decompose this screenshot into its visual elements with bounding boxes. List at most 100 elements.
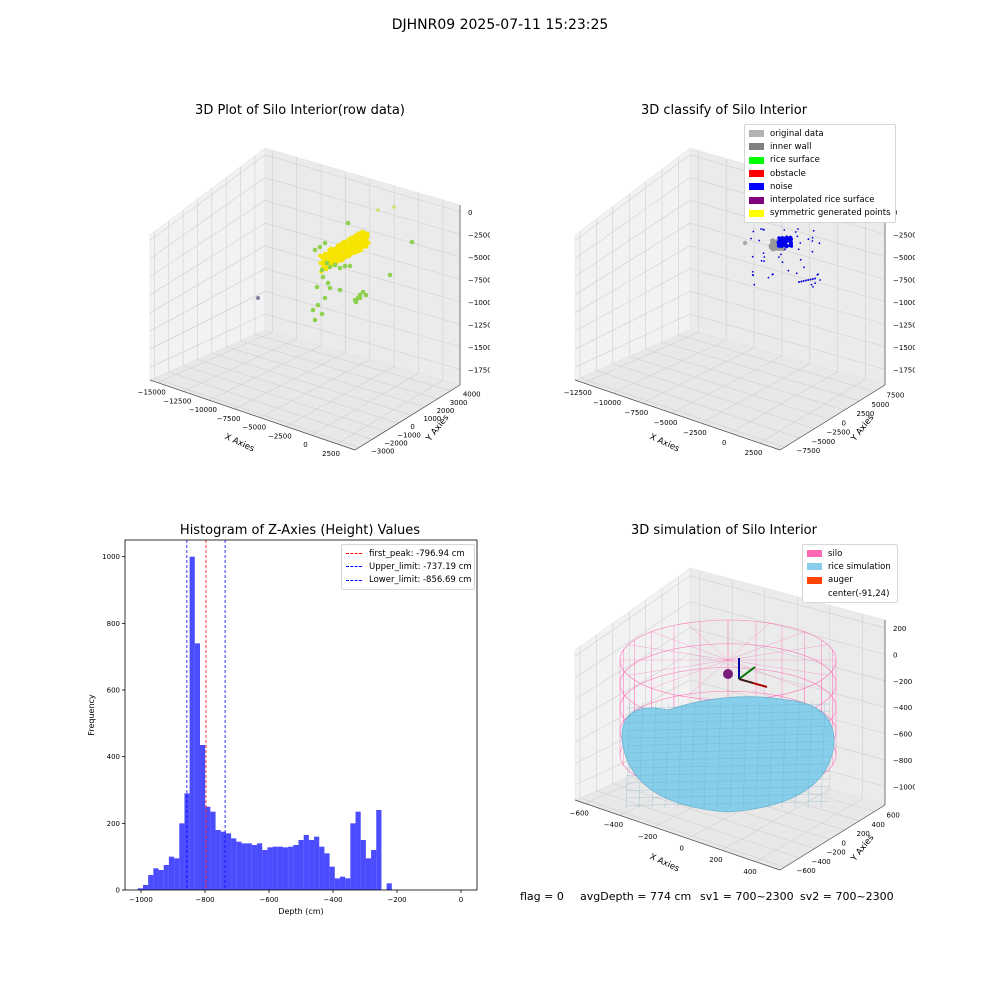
simulation-legend-entry: center(-91,24) [807,587,893,600]
raw-data-point [392,205,396,209]
raw-data-point [409,239,415,245]
legend-label: obstacle [770,168,806,179]
histogram-legend-entry: Upper_limit: -737.19 cm [346,560,472,573]
classify-y-tick-label: −5000 [812,438,836,446]
silo-wire-radial [686,659,729,698]
histogram-bar [137,888,143,890]
classify-noise-point [812,286,814,288]
histogram-x-tick-label: 0 [459,896,463,904]
raw-x-tick-label: −5000 [242,424,266,432]
legend-label: first_peak: -796.94 cm [369,548,465,559]
legend-label: rice surface [770,155,820,166]
raw-data-point [314,284,320,290]
legend-label: original data [770,128,824,139]
classify-x-axis-label: X Axies [648,432,681,455]
classify-noise-point [811,240,814,242]
classify-noise-point [788,235,792,239]
legend-swatch [749,170,764,178]
classify-noise-point [758,239,761,242]
raw-z-tick-label: −2500 [468,231,490,239]
raw-data-point [345,254,350,259]
classify-noise-point [751,270,754,273]
classify-noise-point [811,236,814,239]
histogram-y-tick-label: 200 [107,820,120,828]
histogram-bar [288,846,294,890]
classify-x-gridline [642,166,755,404]
raw-y-tick-label: 0 [410,423,414,431]
histogram-bar [158,870,164,890]
silo-wire-radial [628,644,729,661]
classify-noise-point [797,228,799,230]
sim-y-gridline [579,646,785,868]
histogram-bar [236,841,242,890]
raw-y-tick-label: −1000 [397,431,421,439]
histogram-bar [371,850,377,890]
classify-noise-point [811,250,814,253]
classify-z-tick-label: −17500 [893,366,915,374]
raw-y-tick-label: −2000 [384,439,408,447]
raw-data-point [363,292,369,298]
sim-z-gridline [574,653,886,721]
raw-data-point [328,254,332,259]
raw-x-gridline [183,157,297,392]
classify-noise-point [763,229,765,231]
histogram-bar [324,853,330,890]
rice-mesh-line [625,793,831,799]
silo-wire-radial [628,659,729,676]
legend-label: rice simulation [828,561,891,572]
raw-z-tick-label: −10000 [468,299,490,307]
histogram-bar [386,883,392,890]
raw-y-gridline [197,199,399,424]
histogram-bar [329,866,335,890]
classify-noise-point [787,269,790,272]
rice-mesh-line [755,701,761,809]
classify-noise-point [780,253,782,256]
histogram-bar [272,846,278,890]
classify-x-tick-label: −7500 [625,409,649,417]
sim-y-tick-label: −200 [827,849,846,857]
flag-text: flag = 0 [520,890,564,903]
sim-y-tick-label: 200 [857,830,870,838]
histogram-x-tick-label: −600 [259,896,278,904]
rice-mesh-line [716,701,722,809]
legend-line-icon [346,553,362,555]
raw-data-point [256,296,260,300]
silo-wire-radial [727,631,805,661]
histogram-bar [179,823,185,890]
legend-label: Upper_limit: -737.19 cm [369,561,472,572]
classify-noise-point [778,256,780,258]
classify-noise-point [784,242,787,245]
raw-y-gridline [168,220,373,440]
raw-x-gridline [260,178,371,418]
raw-z-tick-label: −7500 [468,276,490,284]
legend-label: silo [828,548,843,559]
raw-data-point [351,250,356,255]
raw-z-gridline [149,199,461,277]
classify-noise-point [750,237,752,240]
classify-noise-point [807,279,810,281]
histogram-bar [148,875,154,890]
classify-noise-point [763,256,766,258]
sim-z-tick-label: −600 [893,731,912,739]
classify-noise-point [785,240,788,242]
sim-z-gridline [574,601,886,679]
raw-data-point [338,249,343,254]
sim-y-tick-label: −400 [812,858,831,866]
raw-x-tick-label: −2500 [268,432,292,440]
silo-wire-radial [727,622,770,661]
raw-y-tick-label: 3000 [450,399,468,407]
legend-label: symmetric generated points [770,208,891,219]
raw-data-point [337,265,343,271]
legend-label: center(-91,24) [828,588,890,599]
classify-noise-point [767,276,770,279]
classify-noise-point [785,235,789,239]
silo-wire-radial [686,622,729,661]
rice-mesh-line [781,701,787,809]
rice-mesh-line [794,701,800,809]
classify-z-gridline [574,291,886,350]
classify-noise-point [809,278,812,281]
raw-x-tick-label: 0 [303,441,307,449]
histogram-bar [298,840,304,890]
raw-data-point [329,250,334,255]
raw-z-tick-label: −12500 [468,321,490,329]
